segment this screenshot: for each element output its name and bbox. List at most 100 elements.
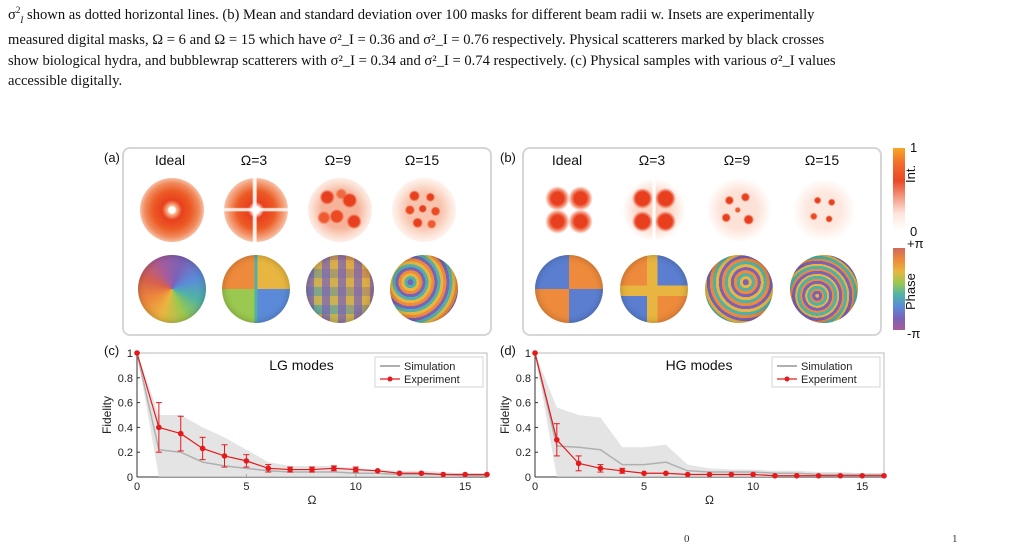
lg-ideal-phase — [138, 255, 206, 323]
hg-experiment-point — [619, 468, 626, 474]
phase-colorbar — [893, 248, 905, 330]
lg-ytick-label: 0 — [127, 472, 133, 484]
phase-max-label: +π — [907, 236, 924, 251]
lg-omega3-phase — [222, 255, 290, 323]
hg-experiment-point — [554, 437, 560, 443]
lg-omega9-phase — [306, 255, 374, 323]
hg-ytick-label: 0.4 — [516, 422, 531, 434]
hg-ytick-label: 0.2 — [516, 447, 531, 459]
lg-ytick-label: 0.2 — [118, 447, 133, 459]
lg-xtick-label: 15 — [459, 481, 471, 493]
panel-c-label: (c) — [104, 343, 120, 358]
hg-ytick-label: 0.8 — [516, 373, 531, 385]
hg-experiment-point — [684, 471, 691, 478]
lg-ytick-label: 0.4 — [118, 422, 133, 434]
caption-line-4: accessible digitally. — [8, 72, 123, 89]
phase-min-label: -π — [907, 326, 921, 341]
col-header-b-omega3: Ω=3 — [638, 152, 666, 168]
col-header-a-omega3: Ω=3 — [240, 152, 268, 168]
hg-xlabel: Ω — [705, 493, 714, 507]
lg-chart-title: LG modes — [269, 357, 334, 373]
lg-legend-sim-label: Simulation — [404, 361, 455, 373]
lg-experiment-point — [221, 453, 228, 459]
lg-ideal-intensity — [140, 178, 204, 242]
lg-omega15-intensity — [392, 178, 456, 242]
lg-experiment-point — [287, 466, 293, 473]
hg-xtick-label: 5 — [641, 481, 647, 493]
hg-omega15-intensity — [792, 178, 856, 242]
intensity-colorbar — [893, 148, 905, 230]
lg-experiment-point — [418, 470, 425, 477]
hg-ytick-label: 1 — [525, 348, 531, 360]
caption-line-3: show biological hydra, and bubblewrap sc… — [8, 52, 836, 69]
hg-xtick-label: 10 — [747, 481, 759, 493]
lg-xtick-label: 5 — [243, 481, 249, 493]
hg-omega9-intensity — [707, 178, 771, 242]
intensity-max-label: 1 — [910, 140, 918, 155]
lg-experiment-point — [352, 466, 359, 473]
lg-ytick-label: 1 — [127, 348, 133, 360]
hg-ylabel: Fidelity — [498, 396, 512, 434]
hg-experiment-point — [728, 471, 735, 478]
hg-ytick-label: 0.6 — [516, 398, 531, 410]
lg-experiment-point — [331, 465, 337, 472]
hg-experiment-point — [881, 472, 887, 479]
lg-experiment-point — [177, 430, 184, 437]
sigma-symbol: σ — [8, 6, 16, 23]
lg-experiment-point — [484, 471, 490, 478]
hg-chart-title: HG modes — [666, 357, 733, 373]
footer-superscript-0: 0 — [684, 533, 690, 545]
col-header-a-omega15: Ω=15 — [404, 152, 440, 168]
hg-ideal-intensity — [537, 178, 601, 242]
lg-omega9-intensity — [308, 178, 372, 242]
hg-experiment-point — [793, 472, 800, 479]
lg-omega3-intensity — [224, 178, 288, 242]
hg-experiment-point — [706, 471, 713, 478]
lg-xtick-label: 10 — [350, 481, 362, 493]
hg-experiment-point — [532, 350, 538, 356]
lg-experiment-point — [134, 350, 140, 356]
lg-experiment-point — [396, 470, 403, 477]
hg-ytick-label: 0 — [525, 472, 531, 484]
lg-legend-exp-marker — [387, 376, 393, 382]
lg-experiment-point — [243, 458, 250, 464]
panel-d-label: (d) — [500, 343, 516, 358]
figure-caption: σ2I shown as dotted horizontal lines. (b… — [8, 0, 1020, 91]
hg-experiment-point — [837, 472, 844, 479]
lg-legend-exp-label: Experiment — [404, 374, 460, 386]
hg-legend-exp-marker — [784, 376, 790, 382]
lg-experiment-point — [309, 466, 315, 473]
col-header-a-omega9: Ω=9 — [324, 152, 352, 168]
footer-superscript-1: 1 — [952, 533, 958, 545]
lg-experiment-point — [462, 471, 468, 478]
hg-xtick-label: 0 — [532, 481, 538, 493]
col-header-b-omega9: Ω=9 — [723, 152, 751, 168]
panel-b-label: (b) — [500, 150, 516, 165]
hg-simulation-band — [535, 353, 884, 477]
lg-ylabel: Fidelity — [100, 396, 114, 434]
hg-omega15-phase — [790, 255, 858, 323]
hg-experiment-point — [859, 472, 865, 479]
lg-experiment-point — [199, 445, 206, 452]
hg-xtick-label: 15 — [856, 481, 868, 493]
hg-experiment-point — [641, 470, 647, 477]
lg-experiment-point — [265, 465, 272, 472]
lg-xlabel: Ω — [308, 493, 317, 507]
lg-experiment-point — [374, 468, 381, 474]
lg-legend-box — [374, 356, 484, 388]
panel-a-label: (a) — [104, 150, 120, 165]
caption-line-2: measured digital masks, Ω = 6 and Ω = 15… — [8, 32, 825, 49]
hg-omega3-intensity — [622, 178, 686, 242]
hg-experiment-point — [815, 472, 822, 479]
caption-line-1-text: shown as dotted horizontal lines. (b) Me… — [27, 6, 815, 23]
hg-experiment-point — [772, 472, 778, 479]
hg-legend-box — [771, 356, 881, 388]
hg-legend-exp-label: Experiment — [801, 374, 857, 386]
col-header-a-ideal: Ideal — [154, 152, 186, 168]
hg-omega3-phase — [620, 255, 688, 323]
lg-xtick-label: 0 — [134, 481, 140, 493]
lg-experiment-point — [440, 471, 447, 478]
hg-experiment-point — [597, 465, 604, 472]
